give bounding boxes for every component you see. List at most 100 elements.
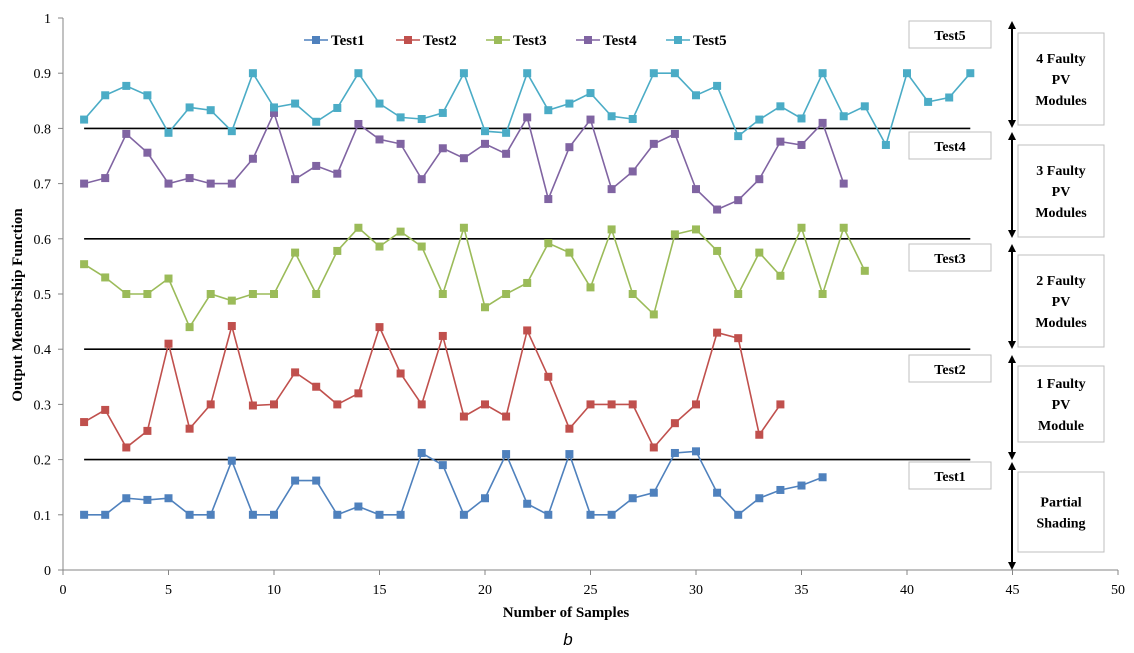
- data-point: [481, 494, 489, 503]
- legend-marker: [584, 36, 592, 44]
- data-point: [692, 447, 700, 456]
- data-point: [248, 401, 257, 410]
- data-point: [185, 103, 194, 112]
- series-line: [83, 322, 782, 449]
- threshold-lines: [84, 127, 971, 461]
- data-point: [333, 103, 342, 112]
- arrow-head-down: [1008, 120, 1016, 128]
- data-point: [312, 476, 321, 485]
- arrow-head-up: [1008, 462, 1016, 470]
- data-point: [417, 448, 426, 457]
- data-point: [776, 102, 785, 111]
- region-label-line: 3 Faulty: [1036, 164, 1085, 179]
- data-point: [417, 242, 426, 251]
- data-point: [143, 148, 152, 157]
- data-point: [164, 274, 173, 283]
- data-point: [692, 91, 700, 100]
- figure-caption: b: [563, 630, 572, 649]
- data-point: [523, 499, 532, 508]
- y-tick-label: 0.9: [34, 67, 52, 82]
- arrow-head-down: [1008, 452, 1016, 460]
- data-point: [755, 115, 764, 124]
- data-point: [586, 283, 595, 292]
- test-box-label: Test4: [934, 140, 965, 155]
- data-point: [459, 510, 468, 519]
- data-point: [502, 450, 511, 459]
- test-box-frame: [908, 131, 992, 160]
- data-point: [417, 115, 426, 124]
- series-line: [84, 450, 823, 517]
- data-point: [670, 230, 679, 239]
- data-point: [607, 112, 616, 121]
- data-point: [438, 108, 447, 117]
- data-point: [164, 494, 173, 503]
- data-point: [924, 97, 933, 106]
- legend-item: Test3: [486, 33, 547, 49]
- data-point: [417, 400, 426, 409]
- data-point: [80, 510, 89, 519]
- data-point: [966, 69, 975, 78]
- data-point: [438, 331, 447, 340]
- data-point: [185, 510, 194, 519]
- data-point: [523, 326, 532, 335]
- x-tick-label: 5: [165, 583, 172, 598]
- data-point: [396, 510, 405, 519]
- data-point: [481, 400, 489, 409]
- data-point: [80, 418, 89, 427]
- data-point: [206, 179, 215, 188]
- data-point: [101, 273, 110, 282]
- data-point: [333, 400, 342, 409]
- data-point: [122, 290, 131, 298]
- data-point: [206, 106, 215, 115]
- series-Test4: [80, 108, 848, 214]
- data-point: [375, 510, 384, 519]
- data-point: [797, 223, 806, 232]
- legend-item: Test2: [396, 33, 457, 49]
- data-point: [481, 303, 489, 312]
- data-point: [270, 510, 278, 519]
- region-box: [1017, 365, 1105, 443]
- data-point: [734, 196, 743, 205]
- data-point: [776, 137, 785, 146]
- region-label-line: PV: [1052, 295, 1071, 310]
- data-point: [628, 494, 637, 503]
- data-point: [649, 69, 658, 78]
- data-point: [291, 476, 300, 485]
- data-point: [206, 510, 215, 519]
- region-label-line: Modules: [1035, 94, 1087, 109]
- data-point: [101, 405, 110, 414]
- data-point: [628, 400, 637, 409]
- data-point: [481, 127, 489, 136]
- test-box: Test3: [908, 243, 992, 272]
- test-box-label: Test1: [934, 470, 965, 485]
- series-Test5: [80, 69, 975, 149]
- y-tick-label: 0.2: [34, 454, 52, 469]
- data-point: [755, 248, 764, 257]
- data-point: [459, 154, 468, 163]
- x-tick-label: 10: [267, 583, 281, 598]
- region-label-line: PV: [1052, 398, 1071, 413]
- legend-marker: [404, 36, 412, 44]
- data-point: [692, 185, 700, 194]
- data-point: [818, 290, 827, 298]
- data-point: [586, 510, 595, 519]
- test-label-boxes: Test5 Test4 Test3 Test2 Test1: [908, 20, 992, 490]
- region-label-line: PV: [1052, 185, 1071, 200]
- data-point: [101, 174, 110, 183]
- x-tick-label: 40: [900, 583, 914, 598]
- data-point: [122, 443, 131, 452]
- data-point: [734, 510, 743, 519]
- region-label-line: PV: [1052, 73, 1071, 88]
- data-point: [565, 99, 574, 108]
- test-box-frame: [908, 243, 992, 272]
- data-point: [818, 69, 827, 78]
- data-point: [713, 488, 722, 497]
- x-tick-label: 25: [584, 583, 598, 598]
- region-label-line: 2 Faulty: [1036, 274, 1085, 289]
- test-box: Test2: [908, 354, 992, 383]
- data-point: [628, 290, 637, 298]
- data-point: [248, 510, 257, 519]
- arrow-head-down: [1008, 230, 1016, 238]
- data-point: [248, 290, 257, 298]
- test-box-frame: [908, 354, 992, 383]
